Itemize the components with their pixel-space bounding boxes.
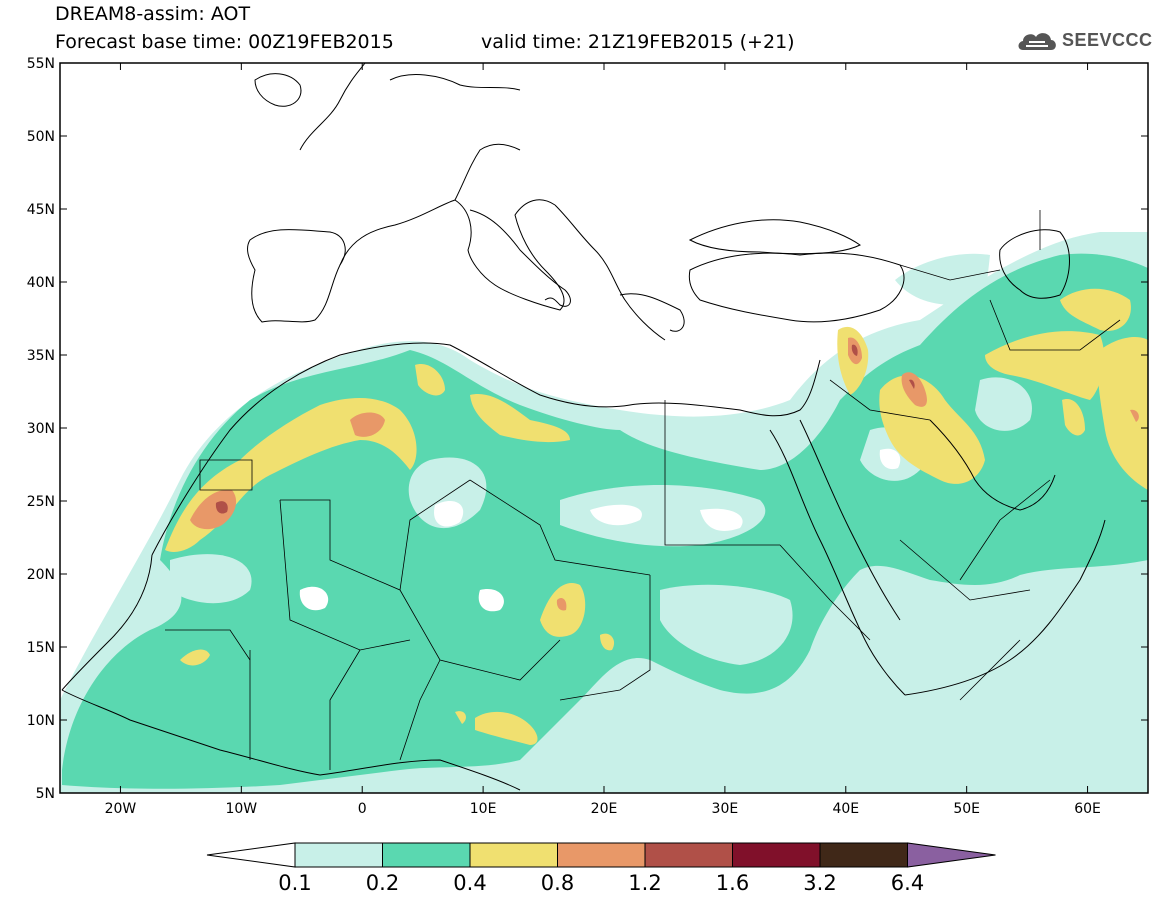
valid-time: valid time: 21Z19FEB2015 (+21) [481,31,795,53]
colorbar-under-triangle [206,842,296,868]
colorbar-label: 1.2 [628,871,662,895]
lat-label: 50N [27,129,55,145]
lat-label: 20N [27,567,55,583]
lat-label: 55N [27,56,55,72]
map-title: DREAM8-assim: AOT [55,3,251,25]
forecast-base-time: Forecast base time: 00Z19FEB2015 [55,31,394,53]
colorbar-label: 0.8 [540,871,575,895]
colorbar [206,842,996,868]
colorbar-box [557,842,646,868]
lon-label: 10E [470,801,497,817]
colorbar-label: 0.1 [278,871,312,895]
lon-label: 40E [832,801,859,817]
lat-label: 45N [27,202,55,218]
lat-label: 40N [27,275,55,291]
lon-label: 10W [225,801,257,817]
colorbar-box [469,842,558,868]
lon-label: 0 [358,801,367,817]
colorbar-box [819,842,908,868]
lon-label: 50E [953,801,980,817]
aot-field [60,232,1148,793]
lat-label: 10N [27,713,55,729]
colorbar-label: 3.2 [803,871,837,895]
logo-text: SEEVCCC [1062,30,1153,50]
longitude-axis: 20W 10W 0 10E 20E 30E 40E 50E 60E [105,63,1101,817]
colorbar-box [294,842,383,868]
lat-label: 25N [27,494,55,510]
aot-level-0.8 [190,337,1139,611]
latitude-axis: 55N 50N 45N 40N 35N 30N 25N 20N 15N 10N 5N [27,56,1148,802]
lat-label: 35N [27,348,55,364]
lon-label: 60E [1074,801,1101,817]
aot-level-1.2 [215,344,915,514]
lon-label: 30E [712,801,739,817]
colorbar-box [732,842,821,868]
lon-label: 20W [105,801,137,817]
colorbar-box [382,842,471,868]
colorbar-label: 1.6 [715,871,750,895]
aot-holes-white [299,448,901,612]
country-borders [165,210,1121,770]
colorbar-box [644,842,733,868]
colorbar-label: 0.2 [365,871,400,895]
coastlines [61,63,1106,791]
colorbar-over-triangle [907,842,996,868]
colorbar-label: 0.4 [453,871,487,895]
lat-label: 30N [27,421,55,437]
lat-label: 15N [27,640,55,656]
colorbar-label: 6.4 [890,871,925,895]
lon-label: 20E [591,801,618,817]
lat-label: 5N [36,786,55,802]
cloud-logo-icon [1018,33,1056,50]
